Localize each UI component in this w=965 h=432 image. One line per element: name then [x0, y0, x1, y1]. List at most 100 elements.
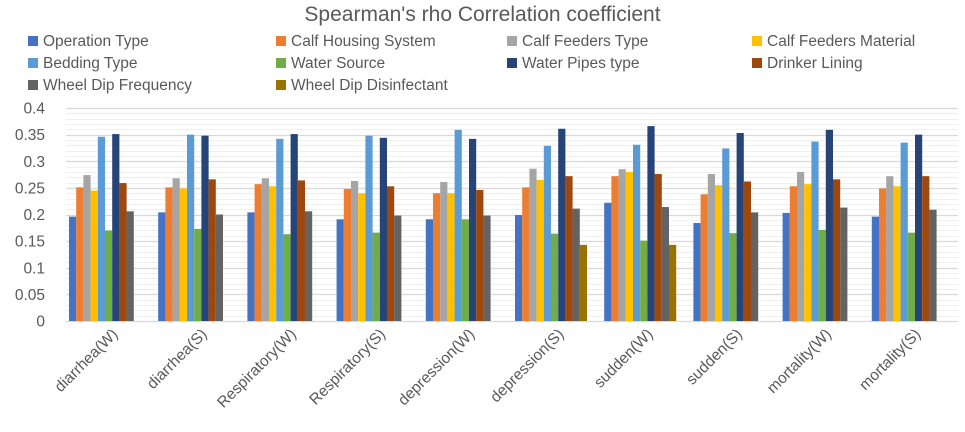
legend-label: Wheel Dip Frequency — [43, 77, 193, 94]
bar — [351, 180, 359, 321]
x-category-label: mortality(S) — [856, 326, 924, 394]
y-tick-label: 0.2 — [23, 207, 45, 224]
bar — [782, 212, 790, 321]
legend-swatch — [28, 36, 38, 46]
bar — [83, 175, 91, 321]
y-tick-label: 0 — [36, 314, 45, 331]
legend-label: Water Pipes type — [522, 55, 640, 72]
bar — [515, 215, 523, 321]
bar — [633, 144, 641, 321]
x-category-label: mortality(W) — [764, 326, 835, 397]
legend-swatch — [28, 80, 38, 90]
bar — [879, 188, 887, 321]
bar — [305, 211, 313, 321]
bar — [158, 212, 166, 321]
bar-group — [158, 134, 223, 321]
bar — [165, 187, 173, 321]
bar — [379, 137, 387, 321]
legend-item: Water Source — [276, 54, 385, 74]
bar — [900, 142, 908, 321]
legend-item: Calf Feeders Type — [507, 32, 648, 52]
bar — [336, 219, 344, 321]
bar — [929, 209, 937, 321]
legend-swatch — [276, 80, 286, 90]
bar — [90, 190, 98, 321]
bar — [394, 215, 402, 321]
legend-item: Drinker Lining — [752, 54, 863, 74]
bar — [715, 185, 723, 321]
y-tick-label: 0.05 — [15, 287, 45, 304]
x-category-label: diarrhea(W) — [52, 326, 122, 396]
bar — [529, 168, 537, 321]
legend-item: Water Pipes type — [507, 54, 639, 74]
bar — [276, 138, 284, 321]
legend-label: Calf Feeders Type — [522, 33, 649, 50]
bar — [476, 190, 484, 321]
bar — [201, 135, 209, 321]
bar — [440, 182, 448, 321]
bar-group — [515, 128, 587, 321]
bar — [433, 193, 441, 321]
bar — [297, 180, 305, 321]
bar — [789, 186, 797, 321]
chart-title: Spearman's rho Correlation coefficient — [304, 3, 661, 26]
bar-group — [693, 133, 759, 321]
bar — [640, 240, 648, 321]
bar — [215, 214, 223, 321]
bar-group — [336, 135, 402, 321]
legend-swatch — [752, 36, 762, 46]
bar — [247, 212, 255, 321]
bar-group — [69, 134, 134, 321]
bar — [425, 219, 433, 321]
bar — [179, 188, 187, 321]
x-category-label: Respiratory(S) — [306, 326, 389, 409]
bars — [69, 126, 937, 321]
x-category-label: depression(S) — [487, 326, 567, 406]
bar — [811, 141, 819, 321]
bar — [343, 188, 351, 321]
bar — [187, 134, 195, 321]
bar — [447, 193, 455, 321]
bar — [797, 171, 805, 321]
legend-label: Water Source — [291, 55, 386, 72]
bar — [922, 176, 930, 321]
x-category-label: Respiratory(W) — [214, 326, 300, 412]
bar — [654, 174, 662, 321]
bar — [579, 244, 587, 321]
bar — [358, 193, 366, 321]
y-tick-label: 0.1 — [23, 260, 45, 277]
bar — [105, 230, 113, 321]
bar — [454, 129, 462, 321]
bar — [915, 134, 923, 321]
bar — [661, 207, 669, 321]
bar — [254, 184, 262, 321]
bar-group — [604, 126, 677, 321]
bar-group — [425, 129, 491, 321]
x-category-label: sudden(S) — [683, 326, 746, 389]
bar — [172, 178, 180, 321]
bar — [840, 207, 848, 321]
bar — [112, 134, 120, 321]
bar — [618, 169, 626, 321]
legend-item: Wheel Dip Disinfectant — [276, 76, 448, 96]
bar — [69, 216, 77, 321]
legend-swatch — [507, 58, 517, 68]
bar — [283, 234, 291, 321]
bar — [722, 148, 730, 321]
legend-label: Calf Feeders Material — [767, 33, 916, 50]
bar — [194, 228, 202, 321]
bar — [261, 178, 269, 321]
bar — [543, 145, 551, 321]
y-tick-label: 0.4 — [23, 101, 45, 118]
bar — [483, 215, 491, 321]
bar — [365, 135, 373, 321]
bar — [693, 223, 701, 321]
y-tick-label: 0.3 — [23, 154, 45, 171]
bar — [893, 186, 901, 321]
bar — [269, 186, 277, 321]
bar — [611, 176, 619, 321]
bar — [208, 179, 216, 321]
bar — [700, 194, 708, 321]
bar — [669, 244, 677, 321]
